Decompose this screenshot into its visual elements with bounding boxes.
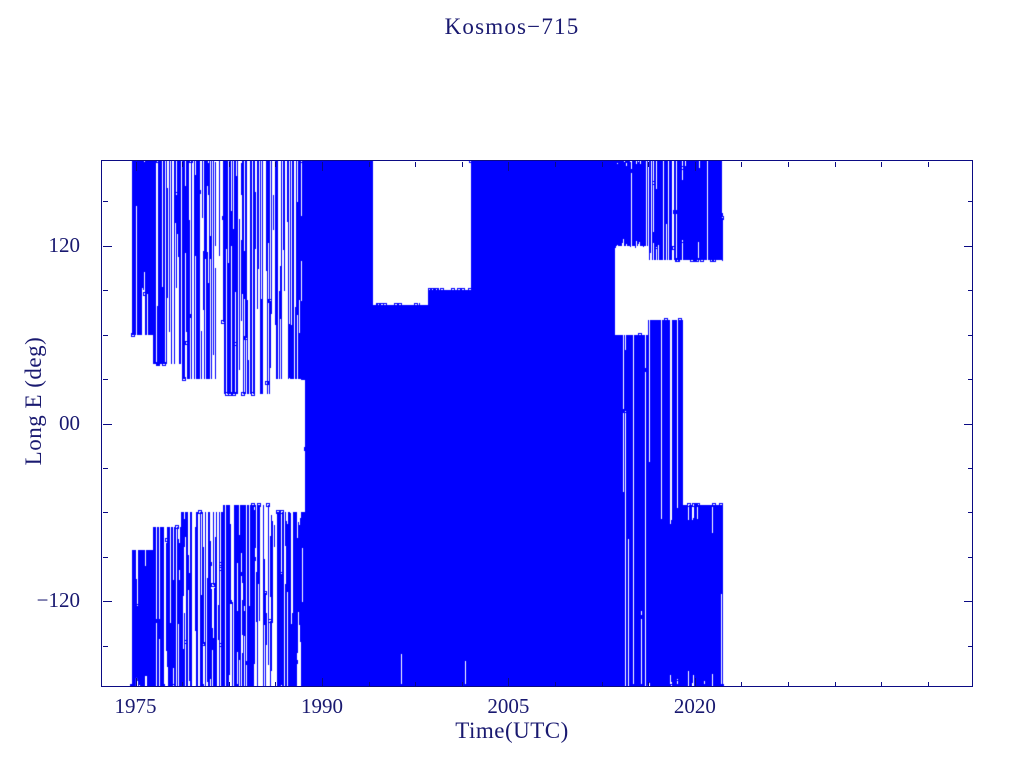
- longitude-time-series: [102, 161, 972, 686]
- page-title: Kosmos−715: [444, 14, 580, 39]
- y-minor-tick-right: [968, 334, 973, 336]
- y-minor-tick-right: [968, 645, 973, 647]
- y-minor-tick: [103, 290, 108, 292]
- x-minor-tick: [601, 682, 603, 687]
- x-minor-tick: [461, 682, 463, 687]
- x-minor-tick: [741, 682, 743, 687]
- x-minor-tick: [788, 682, 790, 687]
- x-tick-label: 1975: [114, 694, 157, 718]
- plot-area: [102, 161, 972, 686]
- x-major-tick: [508, 678, 510, 687]
- x-minor-tick-top: [461, 162, 463, 167]
- y-tick-label: −120: [36, 588, 80, 613]
- x-minor-tick: [881, 682, 883, 687]
- y-major-tick: [103, 245, 112, 247]
- x-major-tick: [694, 678, 696, 687]
- y-minor-tick-right: [968, 467, 973, 469]
- x-minor-tick-top: [555, 162, 557, 167]
- y-minor-tick: [103, 556, 108, 558]
- y-minor-tick-right: [968, 379, 973, 380]
- x-minor-tick: [228, 682, 230, 687]
- x-minor-tick: [648, 682, 650, 687]
- x-major-tick-top: [508, 162, 510, 171]
- x-minor-tick-top: [881, 162, 883, 167]
- y-minor-tick: [103, 334, 108, 336]
- x-minor-tick: [415, 682, 417, 687]
- y-tick-label: 00: [59, 410, 80, 435]
- x-major-tick: [135, 678, 137, 687]
- y-major-tick: [103, 423, 112, 425]
- y-major-tick-right: [964, 601, 973, 603]
- y-minor-tick: [103, 379, 108, 380]
- x-minor-tick-top: [415, 162, 417, 167]
- y-minor-tick: [103, 201, 108, 203]
- x-minor-tick-top: [228, 162, 230, 167]
- x-major-tick: [321, 678, 323, 687]
- x-minor-tick: [275, 682, 277, 687]
- y-major-tick-right: [964, 245, 973, 247]
- plot-frame: [101, 160, 973, 687]
- x-minor-tick: [927, 682, 929, 687]
- y-tick-label: 120: [48, 232, 81, 257]
- y-minor-tick-right: [968, 290, 973, 292]
- y-minor-tick: [103, 467, 108, 469]
- x-tick-label: 1990: [300, 694, 343, 718]
- x-minor-tick-top: [601, 162, 603, 167]
- x-tick-label: 2020: [673, 694, 716, 718]
- x-tick-label: 2005: [487, 694, 530, 718]
- y-minor-tick: [103, 512, 108, 514]
- x-major-tick-top: [694, 162, 696, 171]
- x-minor-tick: [182, 682, 184, 687]
- y-minor-tick-right: [968, 512, 973, 514]
- x-minor-tick-top: [834, 162, 836, 167]
- y-axis-title: Long E (deg): [21, 336, 46, 466]
- x-minor-tick-top: [648, 162, 650, 167]
- y-major-tick: [103, 601, 112, 603]
- x-minor-tick-top: [368, 162, 370, 167]
- y-minor-tick: [103, 645, 108, 647]
- x-minor-tick: [555, 682, 557, 687]
- y-minor-tick-right: [968, 201, 973, 203]
- x-minor-tick-top: [741, 162, 743, 167]
- x-axis-title: Time(UTC): [455, 718, 569, 743]
- x-minor-tick-top: [275, 162, 277, 167]
- x-minor-tick: [368, 682, 370, 687]
- x-minor-tick-top: [182, 162, 184, 167]
- x-minor-tick: [834, 682, 836, 687]
- x-minor-tick-top: [927, 162, 929, 167]
- y-minor-tick-right: [968, 556, 973, 558]
- x-major-tick-top: [135, 162, 137, 171]
- x-major-tick-top: [321, 162, 323, 171]
- x-minor-tick-top: [788, 162, 790, 167]
- y-major-tick-right: [964, 423, 973, 425]
